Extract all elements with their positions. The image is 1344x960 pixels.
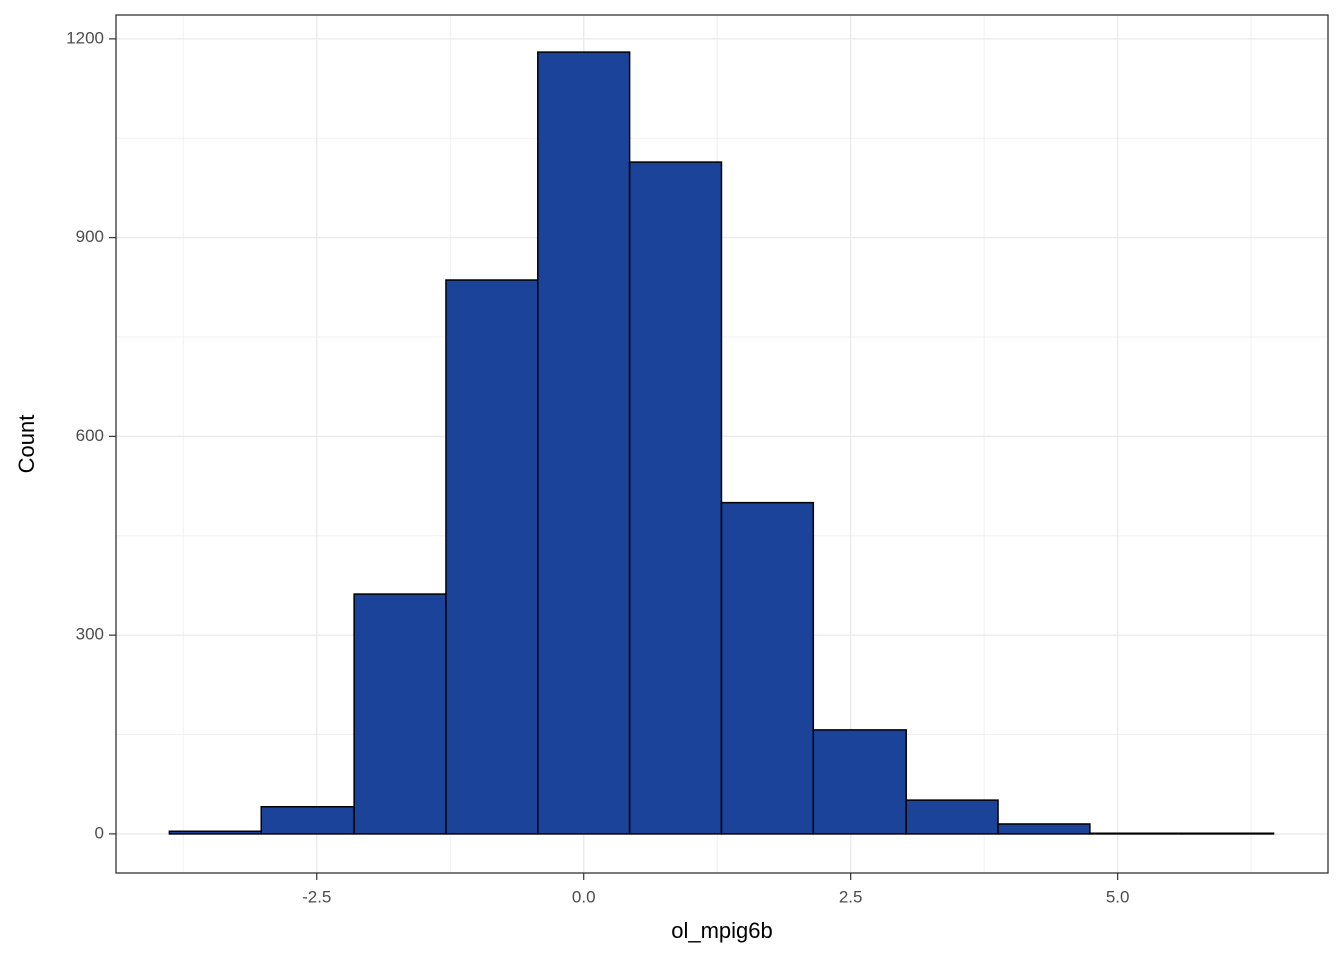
x-tick-label: -2.5 — [302, 887, 331, 906]
bar — [445, 279, 539, 835]
bar — [905, 799, 999, 835]
x-tick-label: 0.0 — [572, 887, 596, 906]
y-tick-label: 600 — [76, 426, 104, 445]
y-tick-label: 0 — [95, 823, 104, 842]
y-tick-label: 300 — [76, 625, 104, 644]
bar — [1089, 832, 1183, 835]
bar — [812, 729, 907, 835]
bar — [260, 805, 355, 835]
bar — [168, 830, 262, 835]
panel-border — [115, 14, 1329, 874]
bar — [997, 823, 1091, 835]
y-tick-label: 900 — [76, 227, 104, 246]
bar — [353, 593, 447, 835]
y-tick-label: 1200 — [66, 28, 104, 47]
y-axis-title: Count — [14, 415, 39, 474]
x-tick-label: 2.5 — [839, 887, 863, 906]
x-tick-label: 5.0 — [1106, 887, 1130, 906]
bar — [628, 161, 723, 835]
x-axis-title: ol_mpig6b — [671, 918, 773, 943]
bar — [720, 501, 815, 835]
bar — [537, 51, 631, 835]
bar — [1180, 832, 1275, 835]
